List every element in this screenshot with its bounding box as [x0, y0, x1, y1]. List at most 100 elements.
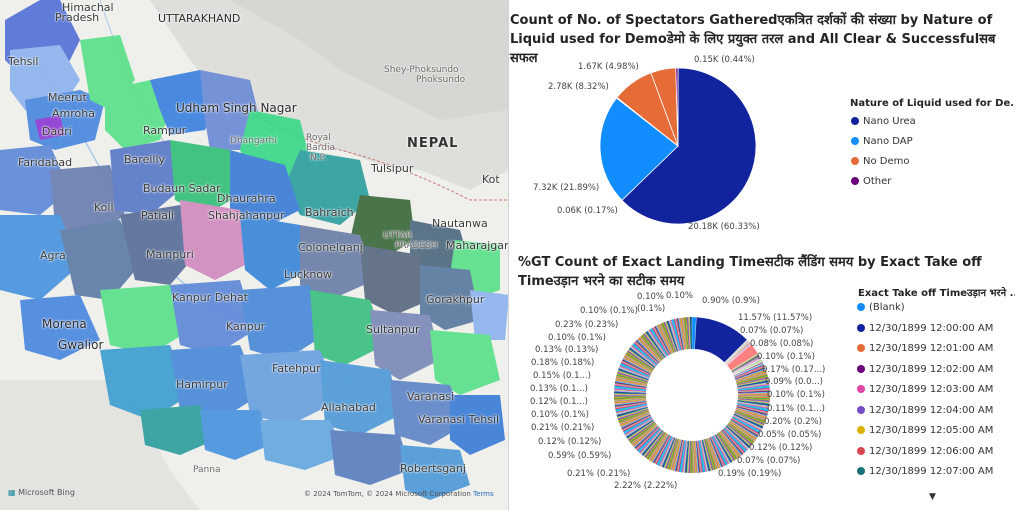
donut-segment[interactable]: [737, 379, 769, 387]
donut-segment[interactable]: [737, 400, 770, 406]
donut-segment[interactable]: [618, 409, 649, 422]
donut-segment[interactable]: [705, 438, 716, 470]
donut-segment[interactable]: [735, 410, 766, 423]
donut-segment[interactable]: [640, 429, 662, 454]
donut-segment[interactable]: [629, 347, 656, 368]
donut-segment[interactable]: [621, 414, 651, 430]
donut-segment[interactable]: [652, 434, 670, 463]
donut-segment[interactable]: [616, 405, 648, 414]
donut-segment[interactable]: [651, 327, 669, 356]
donut-segment[interactable]: [682, 440, 688, 473]
donut-segment[interactable]: [628, 421, 655, 442]
donut-segment[interactable]: [737, 383, 770, 389]
donut-segment[interactable]: [614, 401, 647, 407]
donut-segment[interactable]: [735, 368, 766, 380]
donut-segment[interactable]: [626, 420, 654, 439]
donut-legend-item[interactable]: 12/30/1899 12:07:00 AM: [857, 466, 993, 477]
donut-segment[interactable]: [729, 420, 757, 440]
donut-segment[interactable]: [624, 417, 653, 435]
donut-segment[interactable]: [726, 425, 751, 448]
donut-segment[interactable]: [626, 352, 654, 371]
donut-segment[interactable]: [696, 440, 700, 473]
donut-segment[interactable]: [737, 388, 770, 392]
donut-segment[interactable]: [623, 357, 652, 374]
donut-segment[interactable]: [664, 321, 677, 352]
donut-segment[interactable]: [633, 342, 659, 365]
donut-segment[interactable]: [617, 409, 649, 421]
donut-segment[interactable]: [737, 385, 770, 390]
donut-segment[interactable]: [660, 323, 674, 353]
donut-segment[interactable]: [615, 402, 647, 409]
donut-segment[interactable]: [632, 343, 658, 366]
donut-segment[interactable]: [732, 416, 761, 433]
donut-segment[interactable]: [699, 440, 706, 472]
donut-segment[interactable]: [718, 432, 737, 460]
donut-segment[interactable]: [702, 439, 711, 472]
donut-segment[interactable]: [678, 440, 685, 472]
donut-segment[interactable]: [632, 424, 658, 447]
donut-segment[interactable]: [658, 323, 673, 354]
donut-segment[interactable]: [677, 440, 684, 472]
donut-segment[interactable]: [614, 395, 647, 398]
donut-segment[interactable]: [619, 411, 650, 424]
donut-segment[interactable]: [697, 440, 703, 473]
donut-segment[interactable]: [679, 317, 686, 350]
donut-segment[interactable]: [735, 408, 767, 418]
donut-segment[interactable]: [622, 415, 652, 431]
donut-segment[interactable]: [737, 401, 770, 407]
donut-segment[interactable]: [614, 396, 647, 399]
donut-segment[interactable]: [736, 404, 769, 412]
donut-segment[interactable]: [704, 438, 715, 470]
donut-segment[interactable]: [636, 427, 660, 451]
donut-segment[interactable]: [663, 437, 676, 468]
donut-segment[interactable]: [677, 318, 685, 350]
donut-segment[interactable]: [734, 366, 766, 379]
donut-segment[interactable]: [644, 332, 665, 359]
donut-segment[interactable]: [737, 396, 770, 399]
donut-segment[interactable]: [614, 383, 647, 389]
donut-segment[interactable]: [678, 317, 685, 350]
donut-segment[interactable]: [728, 422, 755, 443]
donut-segment[interactable]: [627, 350, 655, 370]
donut-segment[interactable]: [615, 403, 647, 411]
donut-segment[interactable]: [649, 433, 668, 461]
donut-segment[interactable]: [643, 333, 664, 359]
donut-segment[interactable]: [705, 438, 717, 470]
donut-segment[interactable]: [735, 410, 766, 422]
donut-segment[interactable]: [737, 403, 769, 410]
donut-segment[interactable]: [635, 340, 659, 364]
donut-segment[interactable]: [641, 430, 663, 456]
donut-segment[interactable]: [666, 438, 678, 469]
donut-segment[interactable]: [616, 376, 648, 385]
donut-segment[interactable]: [635, 427, 660, 450]
donut-segment[interactable]: [683, 440, 688, 473]
donut-segment[interactable]: [623, 417, 652, 434]
donut-segment[interactable]: [630, 345, 657, 367]
donut-segment[interactable]: [617, 407, 648, 418]
donut-segment[interactable]: [614, 392, 647, 394]
donut-segment[interactable]: [622, 358, 652, 375]
donut-legend-item[interactable]: (Blank): [857, 302, 905, 313]
donut-legend-item[interactable]: 12/30/1899 12:04:00 AM: [857, 405, 993, 416]
donut-segment[interactable]: [698, 440, 704, 473]
donut-segment[interactable]: [737, 398, 770, 402]
donut-segment[interactable]: [619, 366, 650, 379]
donut-segment[interactable]: [718, 432, 738, 459]
donut-segment[interactable]: [732, 415, 762, 432]
donut-segment[interactable]: [735, 371, 767, 382]
donut-segment[interactable]: [638, 337, 661, 362]
pie-chart[interactable]: [590, 60, 770, 230]
donut-segment[interactable]: [648, 329, 668, 357]
map-canvas[interactable]: [0, 0, 509, 510]
donut-segment[interactable]: [724, 426, 749, 450]
donut-segment[interactable]: [737, 382, 770, 389]
donut-segment[interactable]: [736, 378, 769, 386]
donut-segment[interactable]: [636, 339, 660, 363]
donut-segment[interactable]: [614, 385, 647, 391]
donut-segment[interactable]: [645, 331, 666, 358]
donut-segment[interactable]: [721, 429, 743, 455]
donut-segment[interactable]: [614, 381, 647, 388]
pie-slice[interactable]: [675, 67, 679, 147]
donut-segment[interactable]: [685, 440, 689, 473]
donut-segment[interactable]: [686, 317, 690, 350]
